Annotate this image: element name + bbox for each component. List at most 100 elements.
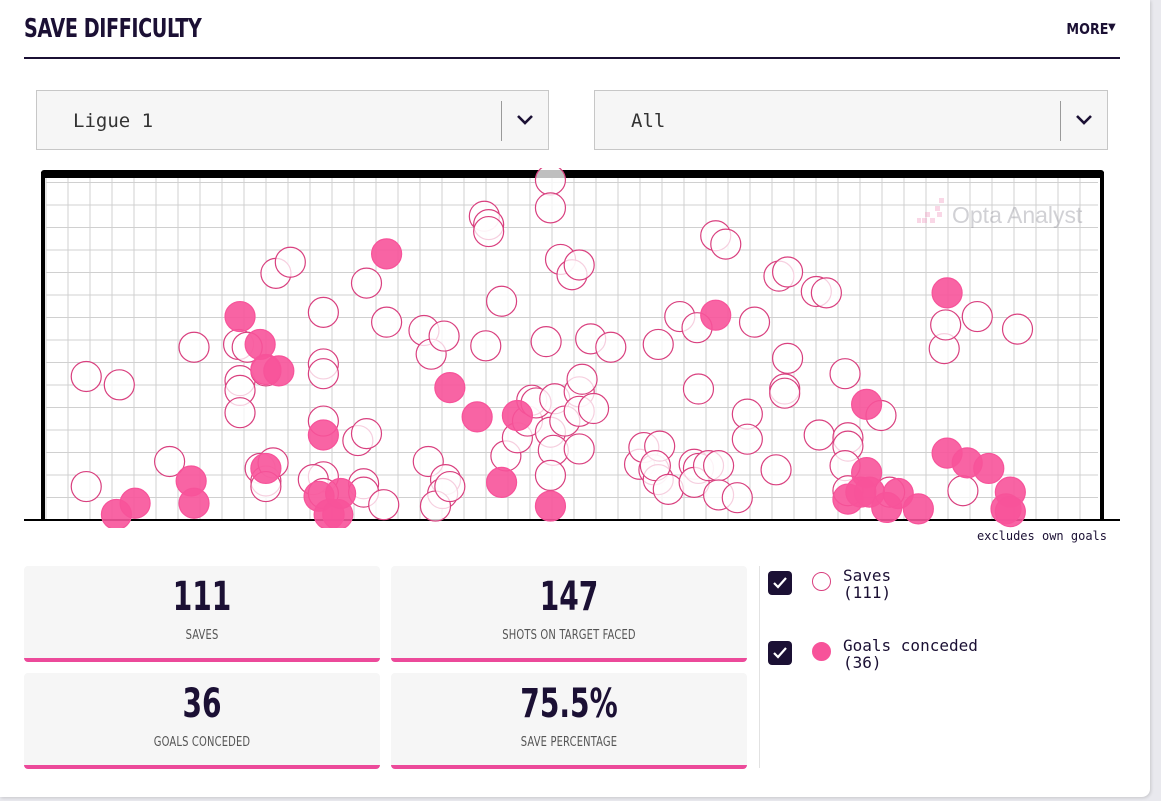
save-point[interactable] xyxy=(563,433,595,465)
goal-conceded-point[interactable] xyxy=(178,487,210,519)
save-point[interactable] xyxy=(947,475,979,507)
stat-label: SAVES xyxy=(185,628,219,643)
save-point[interactable] xyxy=(434,470,466,503)
goal-conceded-point[interactable] xyxy=(307,419,339,451)
goal-conceded-point[interactable] xyxy=(534,490,567,522)
goal-conceded-point[interactable] xyxy=(501,399,533,432)
save-point[interactable] xyxy=(224,397,256,429)
saves-checkbox[interactable] xyxy=(768,571,792,595)
save-point[interactable] xyxy=(961,300,993,333)
chevron-down-icon[interactable] xyxy=(516,113,534,127)
save-point[interactable] xyxy=(829,358,861,390)
stat-card-saves: 111 SAVES xyxy=(24,566,380,662)
league-select-value: Ligue 1 xyxy=(73,110,154,132)
scope-select[interactable]: All xyxy=(594,90,1108,150)
save-point[interactable] xyxy=(274,246,306,278)
legend-label: Saves (111) xyxy=(843,566,892,602)
save-point[interactable] xyxy=(371,306,403,338)
league-select[interactable]: Ligue 1 xyxy=(36,90,549,150)
goal-mouth-chart: Opta Analyst xyxy=(24,168,1120,528)
goal-conceded-point[interactable] xyxy=(224,300,256,333)
save-point[interactable] xyxy=(70,360,102,393)
save-point[interactable] xyxy=(642,328,674,361)
own-goals-note: excludes own goals xyxy=(976,529,1107,543)
save-point[interactable] xyxy=(803,419,835,451)
save-point[interactable] xyxy=(682,373,715,405)
save-point[interactable] xyxy=(930,309,962,341)
save-point[interactable] xyxy=(595,331,627,363)
checkmark-icon xyxy=(773,577,787,589)
save-point[interactable] xyxy=(307,358,339,390)
goals-checkbox[interactable] xyxy=(768,641,792,665)
stat-value: 111 xyxy=(172,574,232,620)
save-point[interactable] xyxy=(771,256,804,288)
save-point[interactable] xyxy=(153,445,186,478)
goal-conceded-point[interactable] xyxy=(485,466,518,498)
goals-series xyxy=(100,238,1026,528)
save-point[interactable] xyxy=(534,459,567,492)
save-point[interactable] xyxy=(70,470,102,503)
legend-item-goals[interactable]: Goals conceded (36) xyxy=(768,637,1028,687)
save-point[interactable] xyxy=(771,342,804,374)
save-point[interactable] xyxy=(103,369,135,401)
opta-analyst-watermark: Opta Analyst xyxy=(917,198,1083,228)
saves-marker-icon xyxy=(812,572,831,591)
stat-card-save-percentage: 75.5% SAVE PERCENTAGE xyxy=(391,673,747,769)
goal-conceded-point[interactable] xyxy=(461,401,493,433)
save-point[interactable] xyxy=(307,296,339,328)
goal-conceded-point[interactable] xyxy=(902,493,934,525)
watermark-text: Opta Analyst xyxy=(952,202,1083,228)
save-point[interactable] xyxy=(350,418,383,450)
stat-card-goals-conceded: 36 GOALS CONCEDED xyxy=(24,673,380,769)
save-point[interactable] xyxy=(350,267,383,299)
stat-label: GOALS CONCEDED xyxy=(153,735,251,750)
save-point[interactable] xyxy=(470,330,502,362)
save-point[interactable] xyxy=(721,482,753,514)
save-point[interactable] xyxy=(530,326,562,358)
save-point[interactable] xyxy=(566,363,598,395)
goal-conceded-point[interactable] xyxy=(851,388,883,420)
chevron-down-icon[interactable] xyxy=(1075,113,1093,127)
legend-label: Goals conceded (36) xyxy=(843,636,978,672)
goal-conceded-point[interactable] xyxy=(994,496,1026,528)
select-separator xyxy=(501,101,502,141)
save-point[interactable] xyxy=(178,331,210,363)
save-point[interactable] xyxy=(534,192,567,224)
save-point[interactable] xyxy=(738,306,771,338)
save-point[interactable] xyxy=(652,473,684,505)
goal-conceded-point[interactable] xyxy=(250,452,282,485)
caret-down-icon[interactable]: ▼ xyxy=(1108,22,1116,33)
legend-item-saves[interactable]: Saves (111) xyxy=(768,567,1028,617)
scope-select-value: All xyxy=(631,110,666,132)
save-point[interactable] xyxy=(368,489,400,521)
save-point[interactable] xyxy=(769,377,801,409)
save-point[interactable] xyxy=(534,168,567,196)
goal-conceded-point[interactable] xyxy=(263,355,295,387)
save-point[interactable] xyxy=(810,277,842,309)
goal-conceded-point[interactable] xyxy=(434,372,466,404)
save-point[interactable] xyxy=(473,215,505,248)
stat-value: 75.5% xyxy=(520,681,618,727)
save-point[interactable] xyxy=(731,423,763,455)
save-point[interactable] xyxy=(485,285,518,317)
goal-conceded-point[interactable] xyxy=(931,277,963,309)
save-point[interactable] xyxy=(1001,313,1034,345)
stat-label: SHOTS ON TARGET FACED xyxy=(502,628,636,643)
save-point[interactable] xyxy=(577,392,610,425)
goal-conceded-point[interactable] xyxy=(119,487,151,519)
stat-card-shots-faced: 147 SHOTS ON TARGET FACED xyxy=(391,566,747,662)
saves-series xyxy=(70,168,1034,522)
save-point[interactable] xyxy=(760,454,792,486)
goal-conceded-point[interactable] xyxy=(325,477,357,510)
goal-conceded-point[interactable] xyxy=(371,238,403,270)
save-point[interactable] xyxy=(563,249,595,281)
goal-conceded-point[interactable] xyxy=(973,452,1005,485)
save-point[interactable] xyxy=(428,320,460,352)
save-point[interactable] xyxy=(702,450,735,482)
save-point[interactable] xyxy=(710,228,742,260)
goals-marker-icon xyxy=(812,642,831,661)
more-button[interactable]: MORE xyxy=(1065,20,1108,38)
goal-conceded-point[interactable] xyxy=(700,299,732,331)
checkmark-icon xyxy=(773,647,787,659)
